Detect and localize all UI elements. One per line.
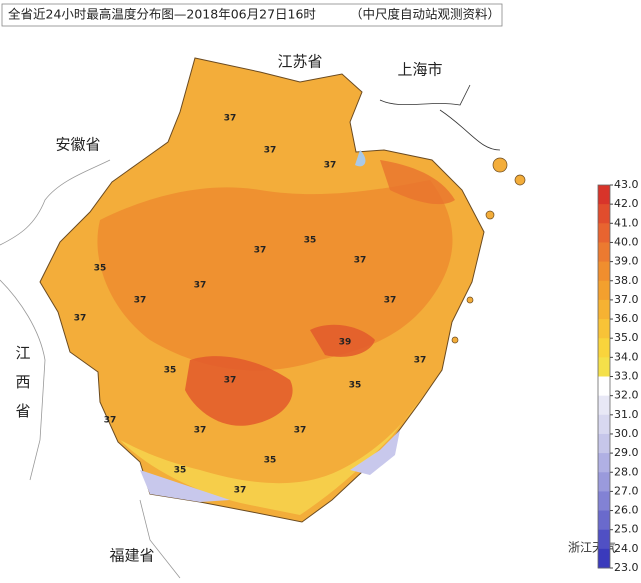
colorbar-swatch — [598, 242, 610, 263]
contour-label: 35 — [264, 456, 277, 466]
contour-label: 37 — [384, 296, 397, 306]
colorbar-tick-label: 32.0 — [614, 389, 639, 402]
border — [0, 279, 46, 481]
colorbar-swatch — [598, 319, 610, 339]
colorbar-swatch — [598, 529, 610, 550]
colorbar-swatch — [598, 395, 610, 416]
island — [485, 210, 495, 220]
region-label: 福建省 — [109, 547, 154, 565]
contour-label: 37 — [324, 161, 337, 171]
colorbar-swatch — [598, 414, 610, 435]
contour-label: 37 — [194, 281, 207, 291]
contour-label: 37 — [104, 416, 117, 426]
source: （中尺度自动站观测资料） — [350, 7, 500, 22]
colorbar-swatch — [598, 261, 610, 282]
colorbar-tick-label: 23.0 — [614, 561, 639, 574]
contour-label: 35 — [164, 366, 177, 376]
cooler-zone — [120, 400, 420, 515]
colorbar-swatch — [598, 299, 610, 320]
region-label: 江西省 — [14, 345, 32, 432]
colorbar-swatch — [598, 338, 610, 358]
colorbar-tick-label: 43.0 — [614, 178, 639, 191]
contour-label: 37 — [354, 256, 367, 266]
region-label: 上海市 — [397, 61, 442, 79]
province-borders — [0, 84, 501, 579]
colorbar-tick-label: 38.0 — [614, 274, 639, 287]
colorbar-tick-label: 35.0 — [614, 331, 639, 344]
border — [379, 84, 471, 106]
colorbar-swatch — [598, 185, 610, 205]
colorbar-tick-label: 26.0 — [614, 504, 639, 517]
colorbar-tick-label: 28.0 — [614, 465, 639, 478]
colorbar-tick-label: 31.0 — [614, 408, 639, 421]
contour-label: 39 — [339, 338, 352, 348]
colorbar-tick-label: 25.0 — [614, 523, 639, 536]
colorbar-swatch — [598, 223, 610, 243]
border — [439, 109, 501, 151]
colorbar-tick-label: 39.0 — [614, 255, 639, 268]
border — [139, 499, 181, 579]
colorbar-swatch — [598, 204, 610, 224]
contour-label: 37 — [414, 356, 427, 366]
colorbar-swatch — [598, 510, 610, 531]
contour-label: 35 — [94, 264, 107, 274]
contour-label: 37 — [194, 426, 207, 436]
island — [492, 157, 508, 173]
region-label: 安徽省 — [55, 136, 100, 154]
colorbar-tick-label: 34.0 — [614, 350, 639, 363]
contour-label: 37 — [134, 296, 147, 306]
colorbar-swatch — [598, 376, 610, 397]
colorbar-swatch — [598, 548, 610, 569]
island — [451, 336, 459, 344]
colorbar-swatch — [598, 280, 610, 301]
islands — [451, 157, 526, 344]
contour-label: 37 — [74, 314, 87, 324]
cool-zone — [350, 430, 400, 475]
colorbar-swatch — [598, 453, 610, 473]
contour-label: 35 — [174, 466, 187, 476]
contour-label: 35 — [304, 236, 317, 246]
colorbar-swatch — [598, 472, 610, 492]
colorbar-swatch — [598, 433, 610, 454]
temperature-field — [39, 57, 526, 523]
colorbar-tick-label: 30.0 — [614, 427, 639, 440]
colorbar-tick-label: 29.0 — [614, 446, 639, 459]
colorbar-tick-label: 33.0 — [614, 370, 639, 383]
border — [0, 159, 111, 246]
hot-zone — [310, 324, 375, 357]
contour-label: 37 — [224, 114, 237, 124]
colorbar-tick-label: 27.0 — [614, 484, 639, 497]
contour-label: 37 — [224, 376, 237, 386]
region-label: 江苏省 — [277, 53, 322, 71]
colorbar-tick-label: 40.0 — [614, 235, 639, 248]
island — [514, 174, 526, 186]
contour-label: 37 — [294, 426, 307, 436]
colorbar-tick-label: 36.0 — [614, 312, 639, 325]
colorbar-tick-label: 37.0 — [614, 293, 639, 306]
warm-zone — [380, 160, 455, 205]
contour-label: 35 — [349, 381, 362, 391]
colorbar-swatch — [598, 491, 610, 512]
colorbar-tick-label: 24.0 — [614, 542, 639, 555]
title-box — [1, 3, 503, 27]
bay — [355, 150, 366, 167]
hot-zone — [185, 356, 293, 426]
contour-label: 37 — [234, 486, 247, 496]
contour-label: 37 — [264, 146, 277, 156]
title: 全省近24小时最高温度分布图—2018年06月27日16时 — [8, 7, 316, 22]
island — [466, 296, 474, 304]
region-label-box — [382, 58, 458, 82]
cool-zone — [140, 470, 230, 502]
warm-zone — [97, 180, 453, 371]
colorbar-tick-label: 42.0 — [614, 197, 639, 210]
colorbar-tick-label: 41.0 — [614, 216, 639, 229]
contour-label: 37 — [254, 246, 267, 256]
colorbar-swatch — [598, 357, 610, 377]
